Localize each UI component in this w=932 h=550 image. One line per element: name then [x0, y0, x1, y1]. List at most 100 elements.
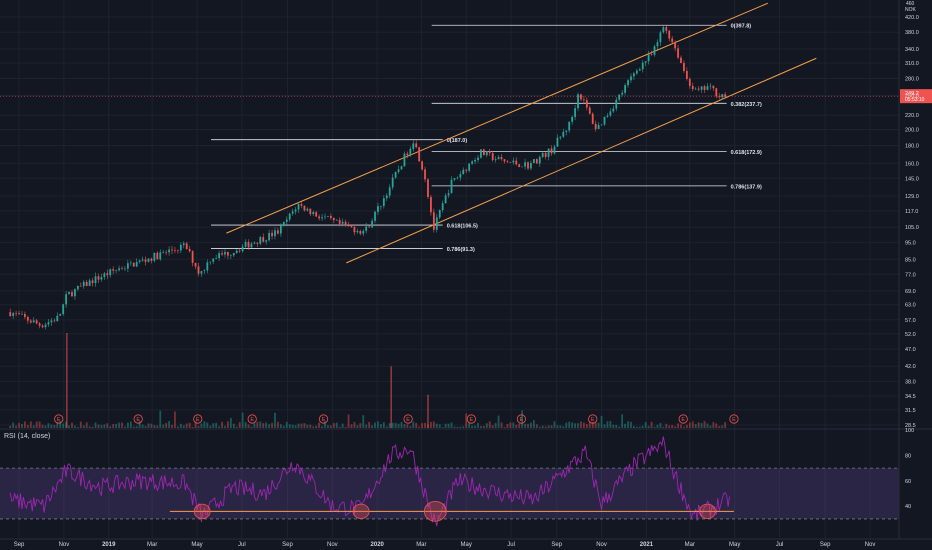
- volume-bar: [12, 422, 15, 428]
- candle-body: [321, 217, 323, 219]
- volume-bar: [506, 424, 509, 428]
- candle-body: [109, 269, 112, 276]
- candle-body: [350, 225, 353, 227]
- candle-body: [235, 250, 238, 253]
- volume-bar: [544, 426, 547, 428]
- volume-bar: [103, 424, 106, 428]
- candle-body: [609, 111, 612, 116]
- candle-body: [71, 292, 73, 297]
- candle-body: [580, 94, 582, 100]
- volume-bar: [671, 425, 674, 428]
- volume-bar: [297, 423, 300, 428]
- volume-bar: [209, 425, 212, 428]
- volume-bar: [665, 423, 668, 428]
- volume-bar: [688, 422, 691, 428]
- candle-body: [518, 164, 521, 168]
- price-tick-label: 200.0: [905, 128, 919, 134]
- volume-bar: [135, 426, 138, 428]
- volume-bar: [541, 425, 544, 428]
- volume-bar: [694, 424, 697, 428]
- fib-level-label: 0.786(91.3): [447, 247, 475, 253]
- volume-bar: [62, 423, 65, 428]
- volume-bar: [500, 422, 503, 428]
- candle-body: [453, 178, 456, 180]
- candle-body: [532, 159, 535, 164]
- volume-bar: [618, 426, 621, 428]
- fib-level-label: 0.618(106.5): [447, 224, 478, 230]
- candle-body: [685, 70, 688, 79]
- volume-bar: [59, 421, 62, 428]
- volume-bar: [132, 426, 135, 428]
- volume-bar: [412, 421, 415, 428]
- volume-bar: [668, 425, 671, 428]
- candle-body: [474, 159, 476, 162]
- candle-body: [26, 316, 29, 321]
- candle-body: [718, 96, 721, 98]
- volume-bar: [482, 426, 485, 428]
- earnings-marker-label: E: [520, 417, 524, 423]
- price-tick-label: 129.0: [905, 194, 919, 200]
- candle-body: [362, 230, 365, 234]
- volume-bar: [403, 424, 406, 428]
- volume-bar: [191, 426, 194, 428]
- time-tick-label: Nov: [59, 542, 70, 548]
- volume-bar: [468, 422, 471, 428]
- time-tick-label: Nov: [865, 542, 876, 548]
- volume-bar: [56, 422, 59, 428]
- earnings-marker-label: E: [136, 417, 140, 423]
- volume-bar: [512, 422, 515, 428]
- volume-bar: [244, 422, 247, 428]
- candle-body: [88, 280, 91, 286]
- candle-body: [391, 177, 394, 188]
- candle-body: [691, 85, 694, 90]
- candle-body: [559, 136, 562, 138]
- candle-body: [712, 85, 715, 89]
- volume-bar: [147, 423, 150, 428]
- volume-bar: [18, 422, 20, 428]
- candle-body: [385, 195, 388, 199]
- volume-bar: [265, 422, 268, 428]
- candle-body: [524, 162, 526, 167]
- fib-level-label: 0.618(172.9): [731, 150, 762, 156]
- volume-bar: [206, 422, 209, 428]
- rsi-indicator-label[interactable]: RSI (14, close): [4, 433, 51, 440]
- candle-body: [324, 216, 326, 218]
- volume-bar: [126, 422, 129, 428]
- candle-body: [241, 246, 244, 252]
- candle-body: [615, 99, 618, 109]
- candle-body: [32, 320, 35, 323]
- candle-body: [497, 157, 500, 160]
- volume-bar: [524, 423, 526, 428]
- candle-body: [338, 220, 341, 224]
- candle-body: [583, 99, 585, 101]
- earnings-marker-label: E: [322, 417, 326, 423]
- candle-body: [515, 160, 518, 165]
- rsi-tick-label: 80: [905, 453, 911, 459]
- candle-body: [656, 42, 659, 47]
- price-tick-label: 52.0: [905, 332, 916, 338]
- volume-bar: [338, 426, 341, 428]
- candle-body: [279, 225, 282, 234]
- time-tick-label: May: [461, 542, 472, 548]
- candle-body: [388, 187, 391, 196]
- candle-body: [106, 273, 109, 276]
- volume-bar: [456, 426, 459, 428]
- volume-bar: [215, 422, 218, 428]
- earnings-marker-label: E: [470, 417, 474, 423]
- volume-bar: [303, 423, 306, 428]
- price-tick-label: 340.0: [905, 47, 919, 53]
- candle-body: [185, 243, 188, 250]
- candle-body: [571, 116, 574, 122]
- candle-body: [380, 205, 382, 207]
- rsi-highlighted-low: [352, 503, 370, 519]
- price-tick-label: 250.0: [905, 94, 919, 100]
- candle-body: [662, 27, 665, 33]
- candle-body: [409, 148, 412, 156]
- volume-bar: [674, 426, 677, 428]
- candle-body: [377, 206, 379, 212]
- candle-body: [603, 116, 606, 125]
- time-tick-label: 2019: [102, 542, 116, 548]
- candle-body: [671, 38, 674, 43]
- earnings-marker-label: E: [196, 417, 200, 423]
